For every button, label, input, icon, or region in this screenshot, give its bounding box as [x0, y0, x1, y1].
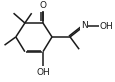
Text: OH: OH	[99, 22, 112, 31]
Text: O: O	[39, 1, 46, 10]
Text: N: N	[80, 21, 87, 30]
Text: OH: OH	[36, 68, 49, 77]
